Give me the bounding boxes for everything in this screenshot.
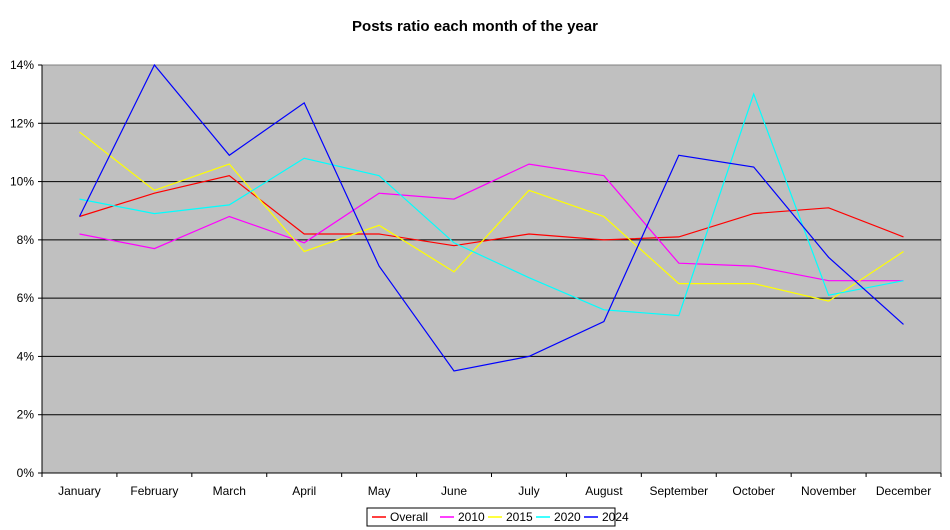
y-tick-label: 0% xyxy=(17,466,35,480)
legend-label: 2010 xyxy=(458,510,485,524)
x-tick-label: November xyxy=(801,484,856,498)
series-line-2020 xyxy=(79,92,904,317)
y-tick-label: 14% xyxy=(10,58,34,72)
x-tick-label: August xyxy=(585,484,623,498)
y-tick-label: 6% xyxy=(17,291,35,305)
x-tick-label: June xyxy=(441,484,467,498)
y-tick-label: 12% xyxy=(10,116,34,130)
y-tick-label: 10% xyxy=(10,175,34,189)
legend-label: 2020 xyxy=(554,510,581,524)
series-line-overall xyxy=(79,175,904,247)
x-tick-label: January xyxy=(58,484,101,498)
plot-area xyxy=(41,64,942,474)
y-tick-label: 2% xyxy=(17,408,35,422)
x-tick-label: October xyxy=(732,484,775,498)
legend: Overall 2010 2015 2020 2024 xyxy=(366,507,629,527)
x-tick-label: April xyxy=(292,484,316,498)
legend-label: 2024 xyxy=(602,510,629,524)
x-tick-label: February xyxy=(130,484,178,498)
series-line-2024 xyxy=(78,63,904,372)
x-tick-label: December xyxy=(876,484,931,498)
series-line-2010 xyxy=(79,163,904,282)
series-line-2015 xyxy=(79,131,904,302)
legend-label: 2015 xyxy=(506,510,533,524)
x-tick-label: July xyxy=(518,484,539,498)
y-tick-label: 8% xyxy=(17,233,35,247)
axes: 0% 2% 4% 6% 8% 10% 12% 14% January February March A… xyxy=(10,58,942,498)
x-tick-label: September xyxy=(649,484,708,498)
x-tick-label: May xyxy=(368,484,391,498)
y-tick-label: 4% xyxy=(17,349,35,363)
chart-title: Posts ratio each month of the year xyxy=(352,18,598,35)
series-lines xyxy=(78,63,904,372)
legend-label: Overall xyxy=(390,510,428,524)
x-tick-label: March xyxy=(213,484,246,498)
